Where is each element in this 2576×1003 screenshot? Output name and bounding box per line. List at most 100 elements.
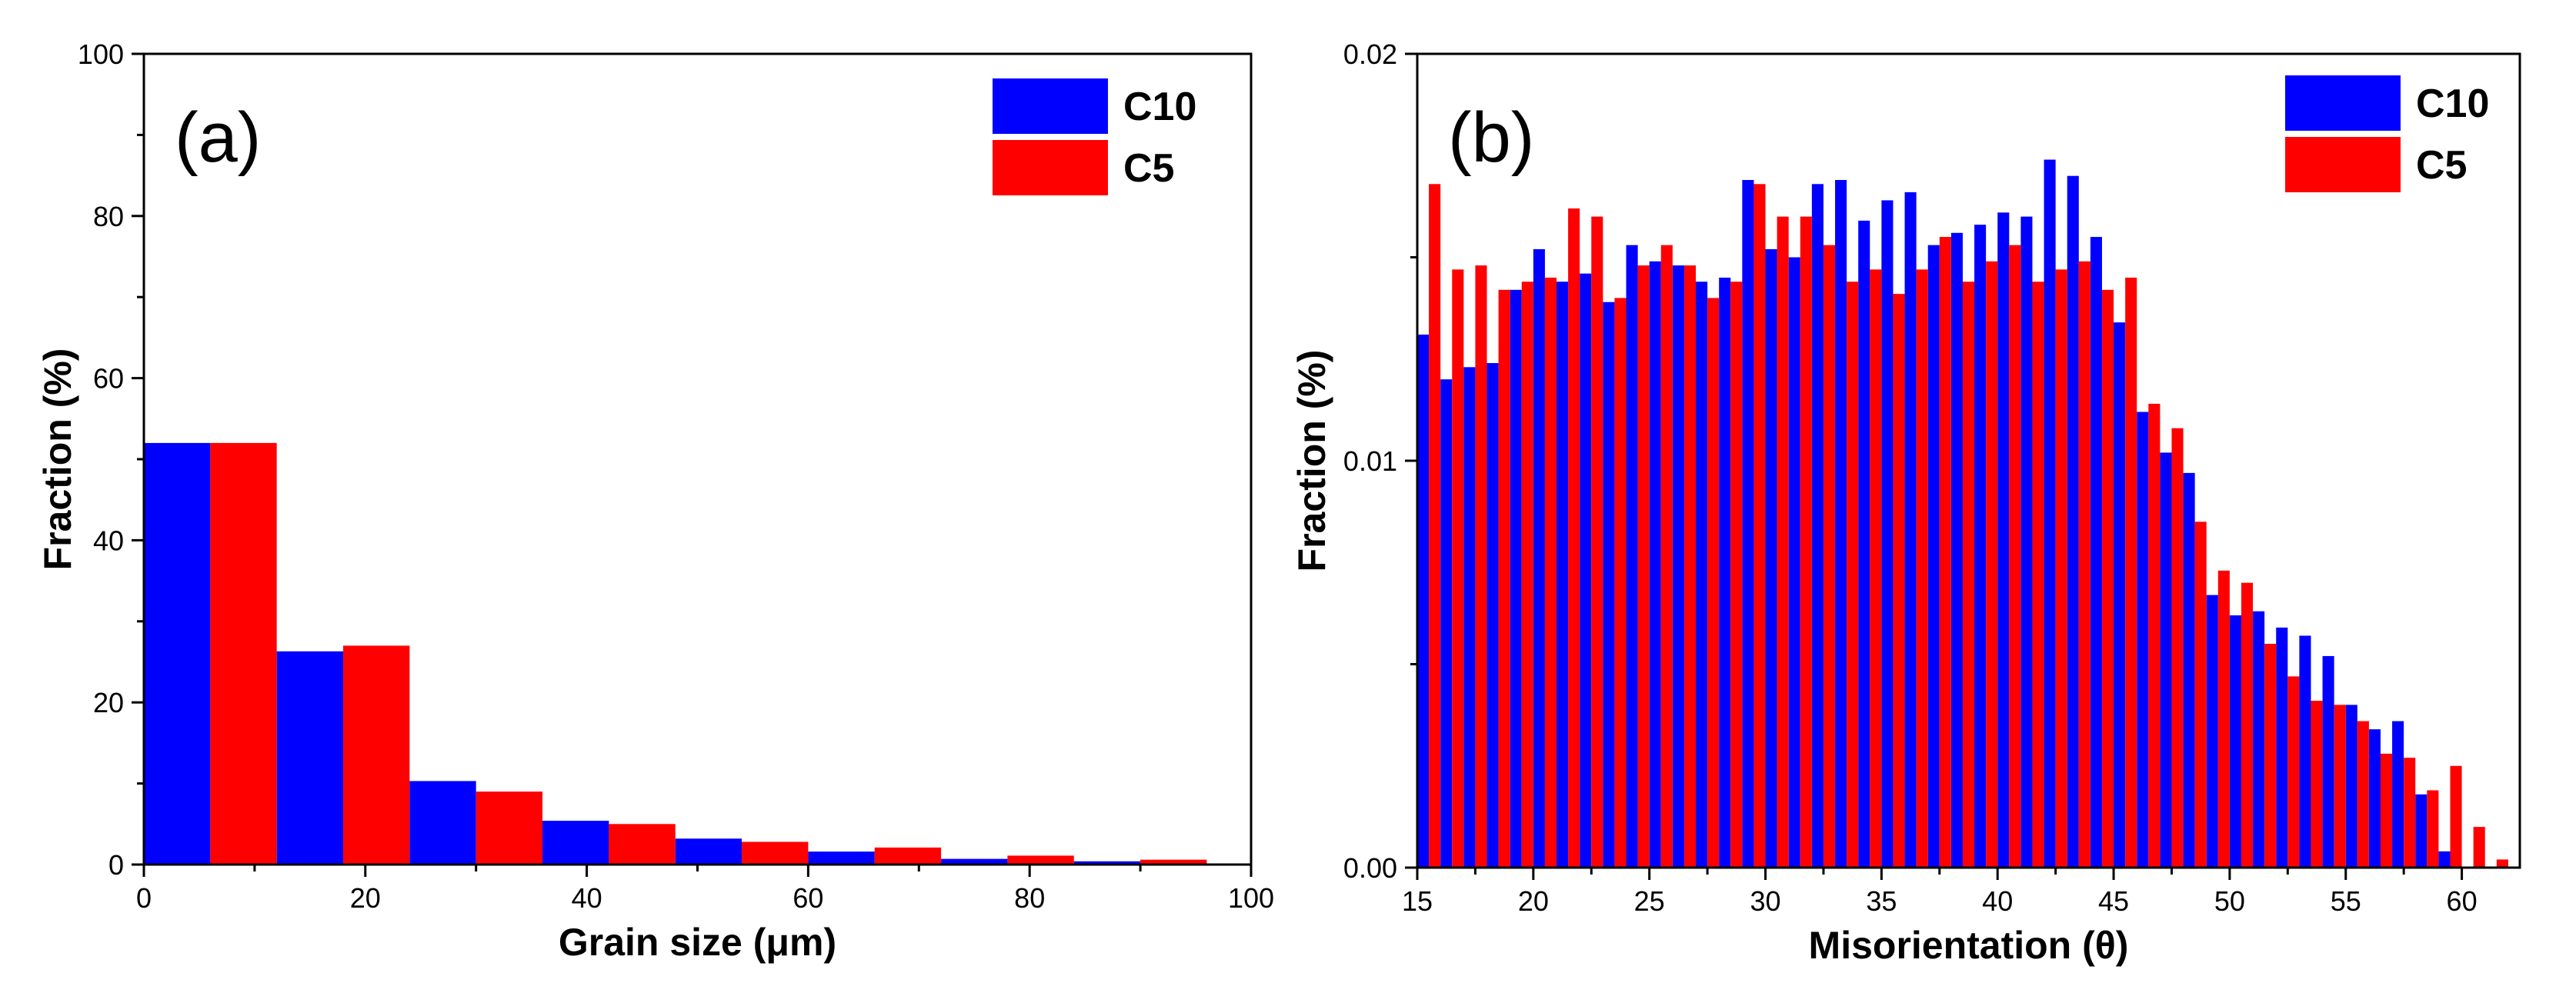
bar-c10-0 bbox=[144, 442, 211, 865]
bar-c10-1 bbox=[276, 651, 344, 865]
bar-c10-2 bbox=[409, 781, 476, 865]
legend-label-c10-b: C10 bbox=[2416, 82, 2489, 126]
legend-swatch-c5-b bbox=[2285, 137, 2401, 192]
bar-c10-19 bbox=[1858, 220, 1870, 868]
ticks-b: 15 20 25 30 35 40 45 50 55 60 0.00 0.01 0.02 bbox=[1343, 38, 2478, 917]
x-tick-label: 20 bbox=[350, 882, 381, 914]
bar-c5-30 bbox=[2125, 277, 2137, 868]
bar-c5-17 bbox=[1823, 245, 1836, 868]
y-tick-label: 0.02 bbox=[1343, 38, 1397, 70]
bar-c5-28 bbox=[2078, 261, 2090, 868]
legend-label-c10-a: C10 bbox=[1123, 85, 1196, 129]
x-tick-label: 60 bbox=[2447, 885, 2478, 917]
bar-c5-5 bbox=[1544, 277, 1557, 868]
bar-c5-27 bbox=[2055, 269, 2067, 868]
bar-c10-18 bbox=[1835, 179, 1847, 868]
legend-swatch-c10-a bbox=[993, 78, 1108, 134]
bar-c5-11 bbox=[1683, 265, 1697, 868]
bar-c10-43 bbox=[2415, 794, 2428, 868]
x-tick-label: 45 bbox=[2098, 885, 2129, 917]
bar-c10-25 bbox=[1997, 212, 2010, 868]
bar-c10-36 bbox=[2253, 611, 2265, 868]
bar-c5-31 bbox=[2148, 403, 2161, 868]
y-tick-label: 40 bbox=[93, 525, 124, 556]
bar-c10-16 bbox=[1788, 257, 1800, 868]
bar-c5-34 bbox=[2217, 570, 2230, 868]
bar-c5-42 bbox=[2404, 758, 2416, 868]
bar-c5-6 bbox=[1568, 208, 1580, 868]
bar-c5-24 bbox=[1986, 261, 1998, 868]
x-tick-label: 80 bbox=[1014, 882, 1045, 914]
bar-c10-35 bbox=[2229, 615, 2241, 868]
x-tick-label: 0 bbox=[136, 882, 152, 914]
legend-label-c5-b: C5 bbox=[2416, 143, 2467, 188]
bar-c5-8 bbox=[1614, 298, 1627, 868]
bar-c10-2 bbox=[1463, 367, 1476, 868]
bar-c10-44 bbox=[2438, 851, 2451, 868]
x-tick-label: 40 bbox=[1982, 885, 2013, 917]
bar-c5-10 bbox=[1660, 245, 1673, 868]
bar-c10-20 bbox=[1881, 200, 1894, 868]
y-tick-label: 20 bbox=[93, 687, 124, 718]
bar-c10-24 bbox=[1974, 225, 1987, 868]
bars-b bbox=[1417, 159, 2508, 868]
bar-c5-38 bbox=[2311, 701, 2323, 868]
bar-c10-37 bbox=[2276, 627, 2288, 868]
bar-c5-1 bbox=[343, 645, 410, 865]
legend-label-c5-a: C5 bbox=[1123, 146, 1174, 191]
x-tick-label: 40 bbox=[572, 882, 602, 914]
legend-b: C10 C5 bbox=[2285, 75, 2489, 192]
bar-c5-15 bbox=[1777, 216, 1789, 868]
bar-c10-14 bbox=[1742, 179, 1754, 868]
bar-c5-7 bbox=[1591, 216, 1603, 868]
bar-c10-42 bbox=[2392, 721, 2404, 868]
y-tick-label: 60 bbox=[93, 363, 124, 395]
bar-c10-28 bbox=[2067, 175, 2079, 868]
bar-c10-15 bbox=[1765, 248, 1777, 868]
bar-c5-18 bbox=[1847, 282, 1859, 868]
bar-c5-14 bbox=[1753, 184, 1766, 868]
y-tick-label: 0 bbox=[108, 849, 124, 881]
bar-c10-9 bbox=[1626, 245, 1638, 868]
bar-c10-5 bbox=[808, 851, 875, 865]
bar-c5-2 bbox=[475, 791, 543, 865]
bar-c5-3 bbox=[609, 824, 676, 865]
bar-c5-36 bbox=[2264, 644, 2277, 868]
bar-c5-41 bbox=[2380, 753, 2393, 868]
bar-c10-41 bbox=[2368, 729, 2381, 868]
bar-c5-40 bbox=[2357, 721, 2369, 868]
bar-c10-6 bbox=[941, 858, 1008, 865]
bar-c5-35 bbox=[2241, 582, 2254, 868]
y-tick-label: 0.00 bbox=[1343, 852, 1397, 884]
legend-swatch-c10-b bbox=[2285, 75, 2401, 131]
bar-c10-23 bbox=[1950, 232, 1963, 868]
x-tick-label: 100 bbox=[1228, 882, 1274, 914]
bar-c10-29 bbox=[2090, 237, 2102, 868]
bars-a bbox=[144, 442, 1207, 865]
x-tick-label: 55 bbox=[2331, 885, 2361, 917]
bar-c10-32 bbox=[2160, 452, 2172, 868]
panel-b-misorientation: 15 20 25 30 35 40 45 50 55 60 0.00 0.01 0.02 (b) Mis… bbox=[1290, 38, 2521, 967]
bar-c5-29 bbox=[2101, 289, 2114, 868]
legend-a: C10 C5 bbox=[993, 78, 1196, 195]
bar-c10-21 bbox=[1904, 192, 1917, 868]
y-tick-label: 100 bbox=[78, 38, 124, 70]
bar-c5-26 bbox=[2032, 282, 2044, 868]
panel-label-a: (a) bbox=[175, 98, 261, 177]
y-axis-label-a: Fraction (%) bbox=[36, 348, 79, 571]
bar-c5-45 bbox=[2473, 827, 2485, 868]
bar-c10-4 bbox=[1510, 289, 1522, 868]
x-tick-label: 60 bbox=[792, 882, 823, 914]
bar-c5-19 bbox=[1870, 269, 1882, 868]
bar-c10-10 bbox=[1649, 261, 1661, 868]
bar-c5-13 bbox=[1730, 282, 1743, 868]
bar-c10-7 bbox=[1073, 861, 1141, 865]
y-axis-label-b: Fraction (%) bbox=[1290, 350, 1333, 572]
bar-c5-3 bbox=[1498, 289, 1510, 868]
plot-frame-b bbox=[1416, 52, 2521, 869]
bar-c10-3 bbox=[542, 821, 609, 865]
bar-c5-0 bbox=[210, 442, 277, 865]
y-tick-label: 0.01 bbox=[1343, 445, 1397, 477]
x-tick-label: 50 bbox=[2214, 885, 2245, 917]
